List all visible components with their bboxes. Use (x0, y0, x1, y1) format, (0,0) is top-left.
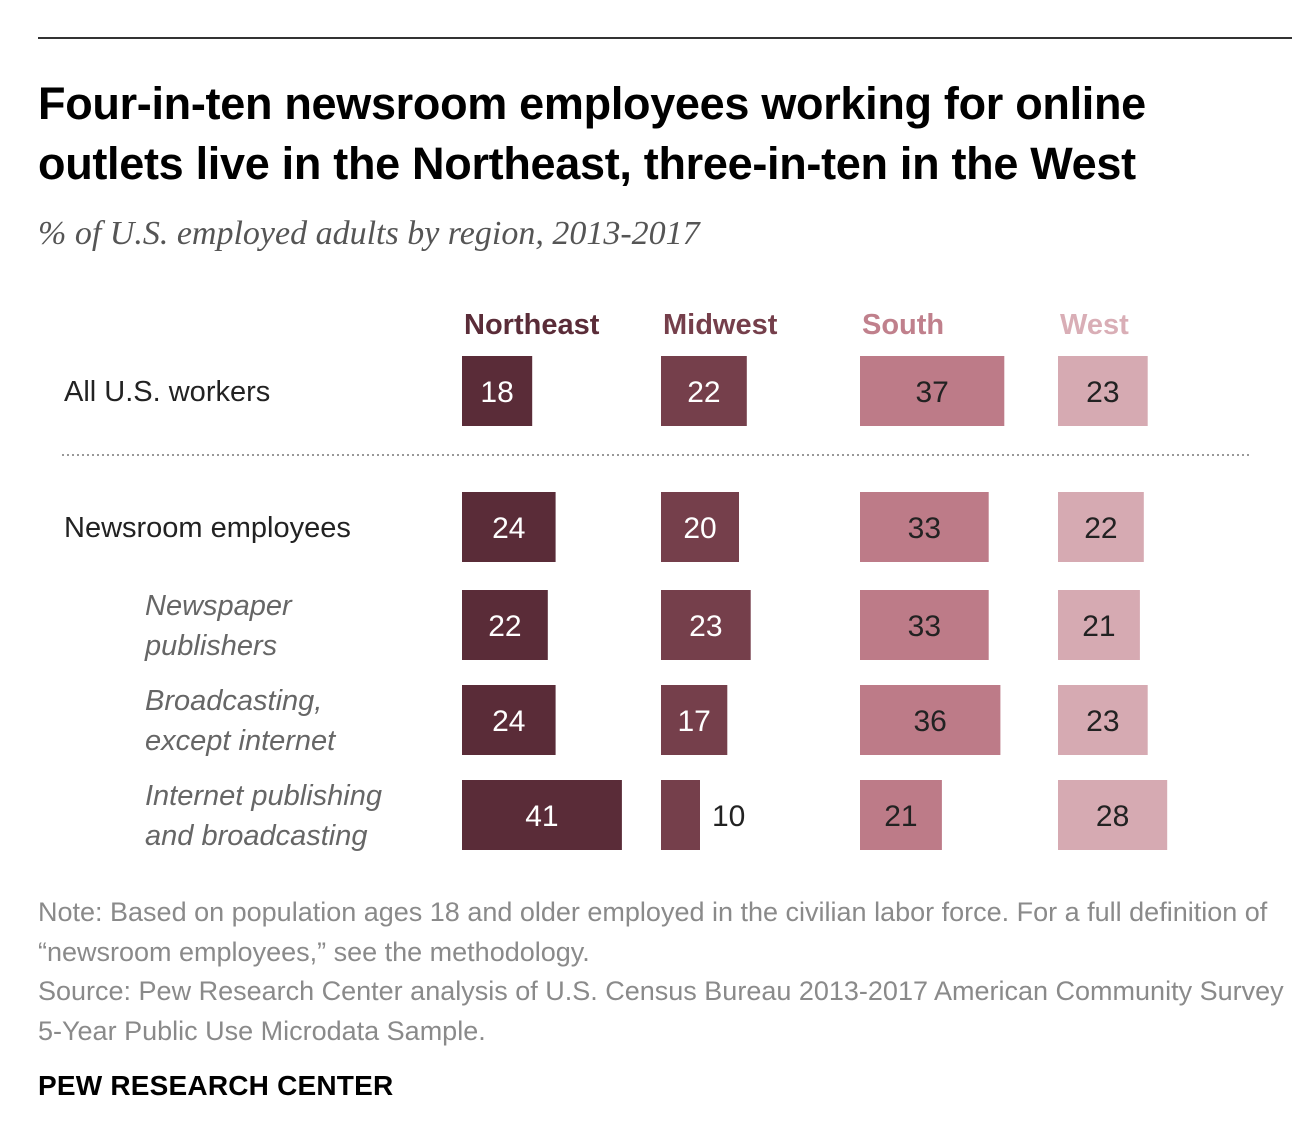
chart-subtitle: % of U.S. employed adults by region, 201… (38, 215, 700, 252)
bar-northeast (462, 590, 548, 660)
row-label: All U.S. workers (64, 376, 270, 408)
bar-northeast (462, 780, 622, 850)
data-label: 22 (687, 376, 720, 409)
bar-midwest (661, 590, 751, 660)
column-header-south: South (862, 309, 944, 341)
data-label: 23 (689, 610, 722, 643)
row-label: and broadcasting (145, 820, 368, 852)
data-label: 21 (884, 800, 917, 833)
notes: Note: Based on population ages 18 and ol… (38, 893, 1288, 1051)
data-label: 37 (915, 376, 948, 409)
bar-south (860, 590, 989, 660)
row-label: Newsroom employees (64, 512, 351, 544)
bar-west (1058, 356, 1148, 426)
bar-midwest (661, 685, 728, 755)
bar-south (860, 492, 989, 562)
data-label: 17 (677, 705, 710, 738)
bar-northeast (462, 356, 533, 426)
data-label: 23 (1086, 705, 1119, 738)
bar-south (860, 685, 1001, 755)
data-label: 24 (492, 512, 525, 545)
data-label: 36 (914, 705, 947, 738)
bar-west (1058, 590, 1140, 660)
bar-midwest (661, 492, 739, 562)
bar-west (1058, 685, 1148, 755)
bar-northeast (462, 685, 556, 755)
data-label: 22 (488, 610, 521, 643)
data-label: 18 (480, 376, 513, 409)
top-rule (38, 37, 1292, 39)
column-header-midwest: Midwest (663, 309, 778, 341)
column-header-west: West (1060, 309, 1129, 341)
bar-northeast (462, 492, 556, 562)
data-label: 10 (712, 800, 745, 833)
data-label: 28 (1096, 800, 1129, 833)
bar-south (860, 780, 942, 850)
chart-title: Four-in-ten newsroom employees working f… (38, 78, 1146, 189)
data-label: 21 (1082, 610, 1115, 643)
bar-west (1058, 780, 1168, 850)
bar-midwest (661, 780, 700, 850)
note-text: Note: Based on population ages 18 and ol… (38, 897, 1268, 967)
data-label: 23 (1086, 376, 1119, 409)
bar-midwest (661, 356, 747, 426)
source-text: Source: Pew Research Center analysis of … (38, 976, 1284, 1046)
brand-logo-text: PEW RESEARCH CENTER (38, 1070, 394, 1101)
bar-south (860, 356, 1005, 426)
data-label: 24 (492, 705, 525, 738)
row-label: except internet (145, 725, 337, 757)
row-label: Internet publishing (145, 780, 382, 812)
row-label: Newspaper (145, 590, 293, 622)
data-label: 41 (525, 800, 558, 833)
chart: Northeast Midwest South West All U.S. worker… (62, 309, 1250, 852)
data-label: 33 (908, 610, 941, 643)
column-header-northeast: Northeast (464, 309, 600, 341)
data-label: 33 (908, 512, 941, 545)
row-label: Broadcasting, (145, 685, 322, 717)
bar-west (1058, 492, 1144, 562)
data-label: 20 (683, 512, 716, 545)
row-label: publishers (144, 630, 277, 662)
data-label: 22 (1084, 512, 1117, 545)
